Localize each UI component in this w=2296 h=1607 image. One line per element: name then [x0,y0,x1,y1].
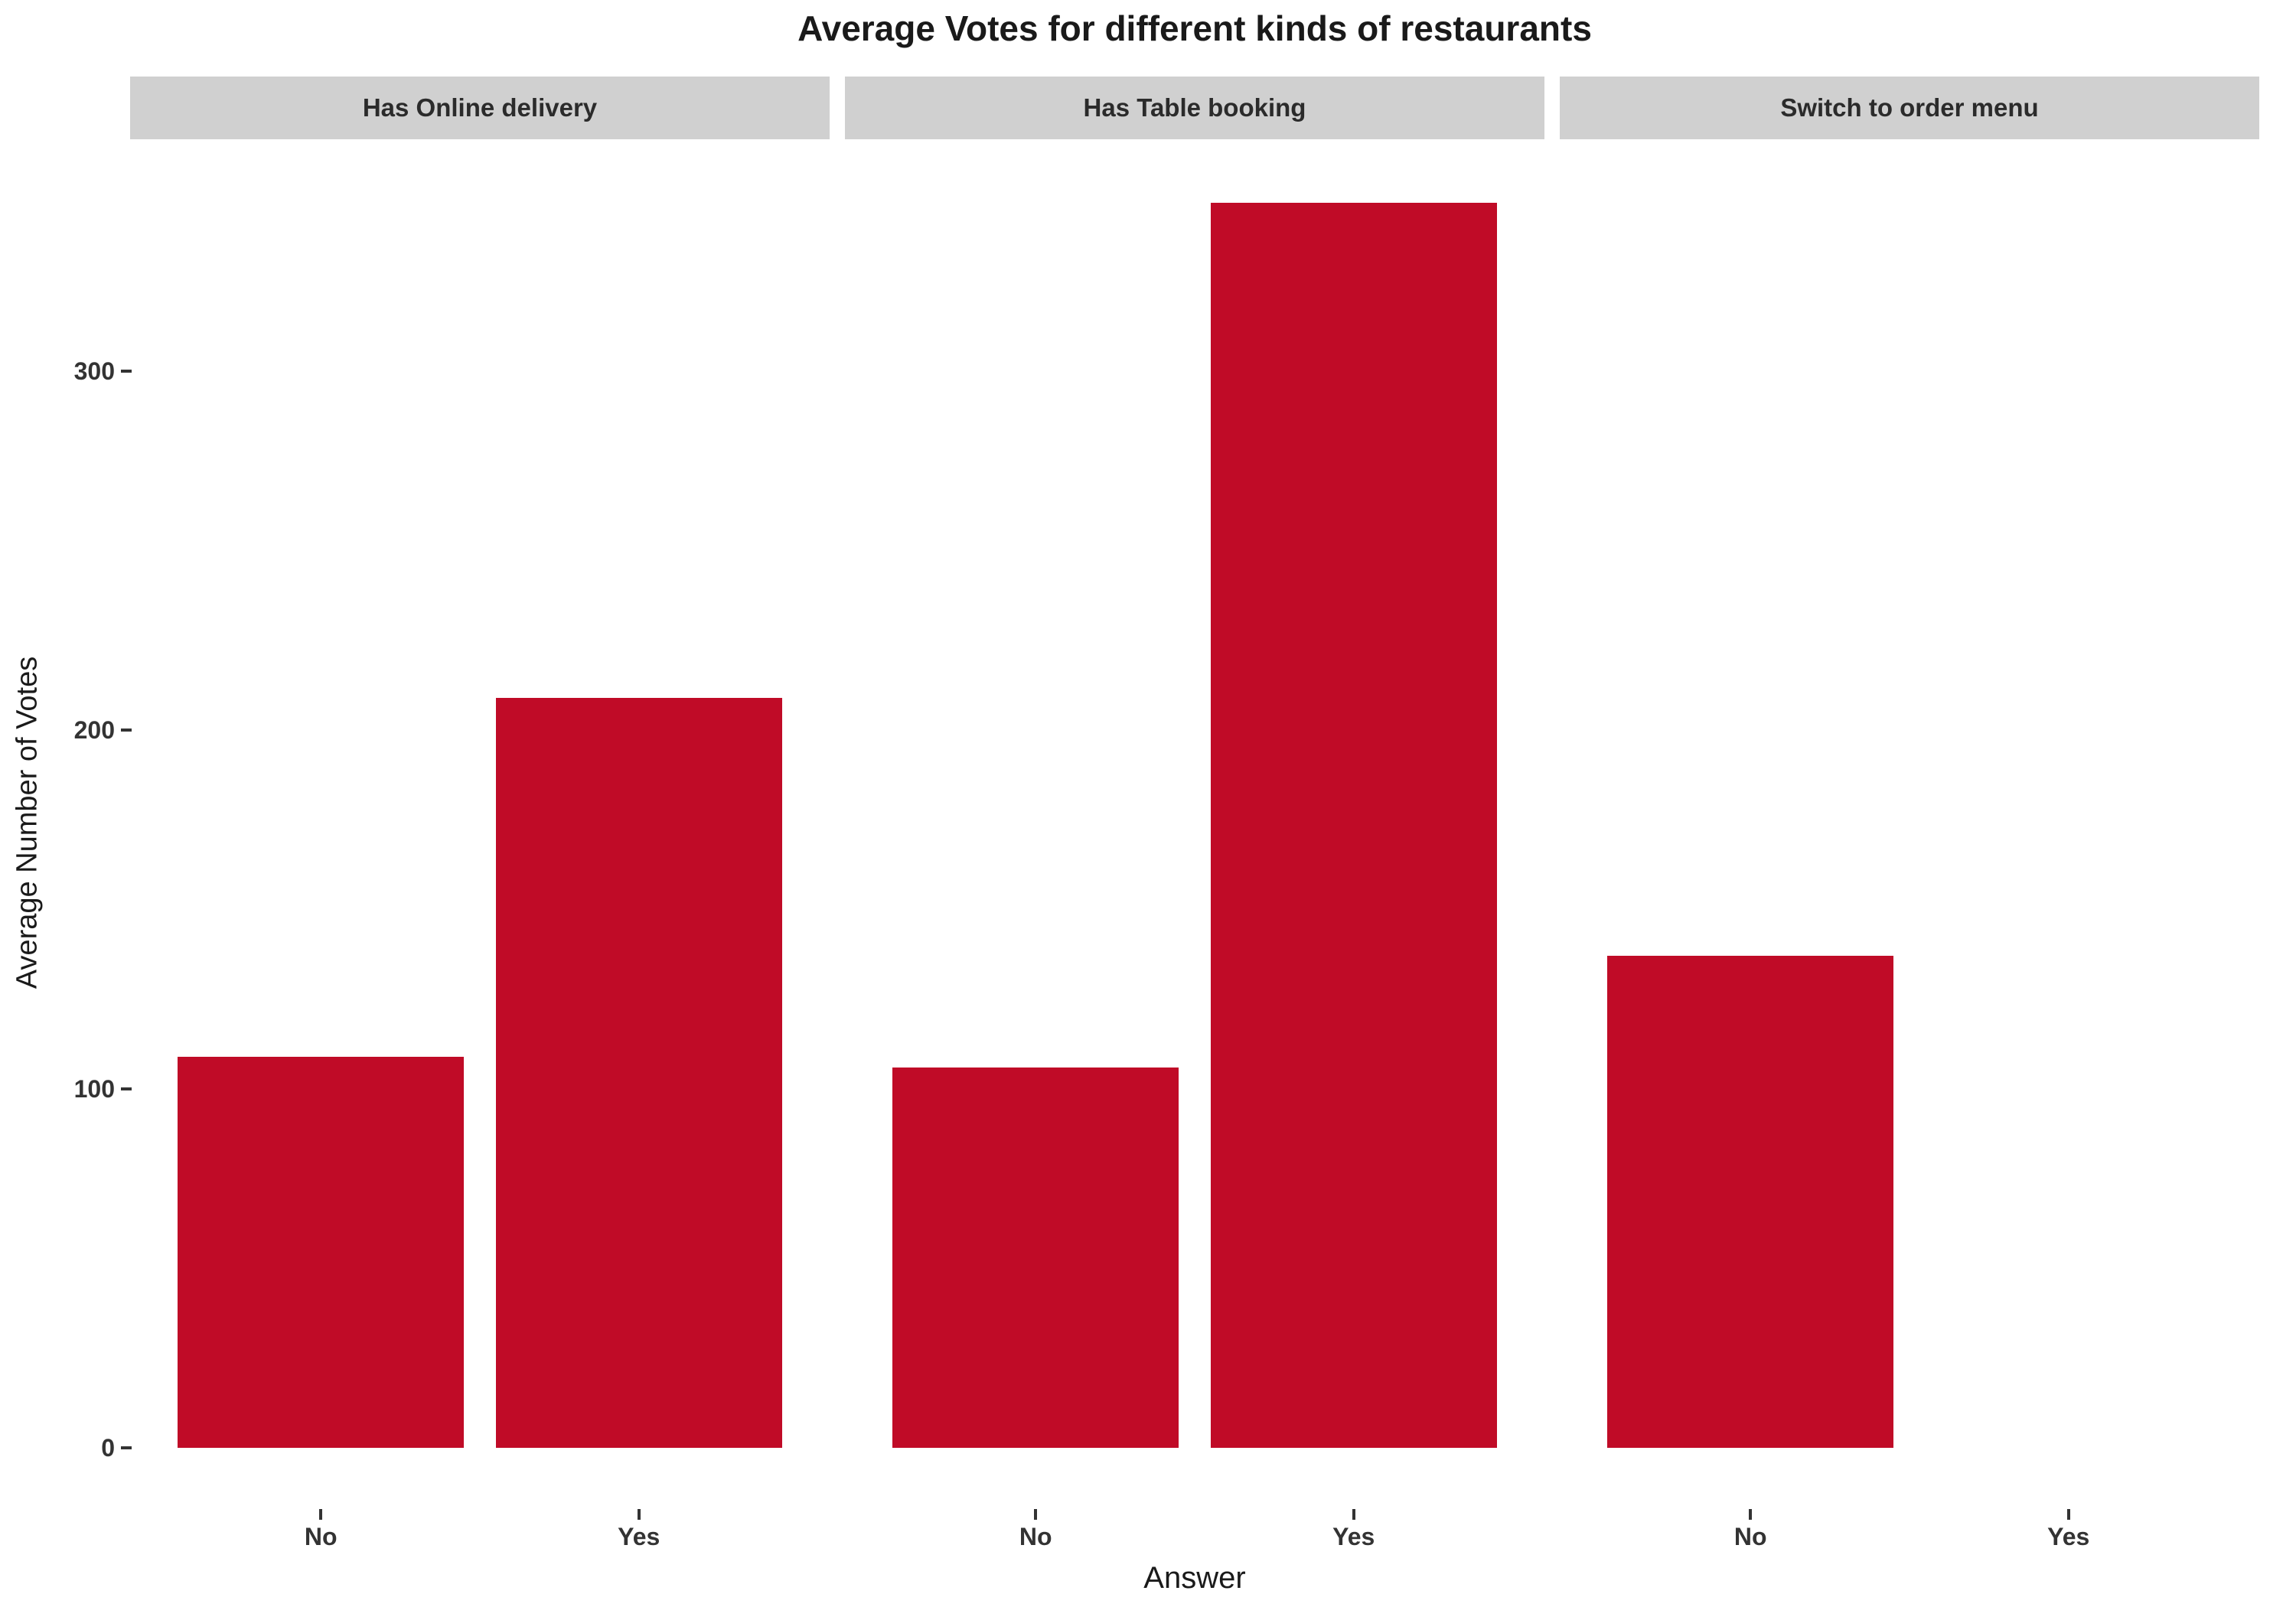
bar-has-online-delivery-yes [495,697,782,1448]
y-tick-label: 100 [73,1075,115,1103]
facet-strip: Has Table booking [845,77,1544,139]
x-tick-label: Yes [618,1523,660,1550]
x-tick-mark [1749,1509,1753,1520]
x-tick-label: Yes [2047,1523,2090,1550]
facet-strip-label: Switch to order menu [1780,93,2039,122]
y-tick-mark [121,1087,132,1090]
x-tick-label: No [304,1523,338,1550]
chart-title: Average Votes for different kinds of res… [797,8,1592,48]
x-tick-label: No [1733,1523,1767,1550]
y-tick-label: 300 [73,357,115,385]
y-axis-title: Average Number of Votes [11,656,44,989]
y-tick-label: 0 [101,1434,115,1462]
x-tick-mark [2066,1509,2070,1520]
x-tick-mark [1034,1509,1038,1520]
y-tick-mark [121,370,132,373]
y-tick-label: 200 [73,716,115,744]
facet-strip-label: Has Table booking [1083,93,1306,122]
x-tick-label: Yes [1332,1523,1375,1550]
y-tick-mark [121,729,132,732]
x-tick-label: No [1019,1523,1052,1550]
x-tick-mark [637,1509,641,1520]
facet-strip: Has Online delivery [130,77,830,139]
facet-strip: Switch to order menu [1560,77,2259,139]
bar-has-table-booking-no [892,1067,1179,1448]
x-axis-title: Answer [1143,1561,1246,1595]
facet-strip-label: Has Online delivery [362,93,598,122]
y-tick-mark [121,1446,132,1449]
x-tick-mark [1352,1509,1355,1520]
bar-has-table-booking-yes [1210,202,1497,1448]
bar-has-online-delivery-no [178,1056,465,1448]
x-tick-mark [319,1509,323,1520]
bar-switch-to-order-menu-no [1607,956,1894,1448]
